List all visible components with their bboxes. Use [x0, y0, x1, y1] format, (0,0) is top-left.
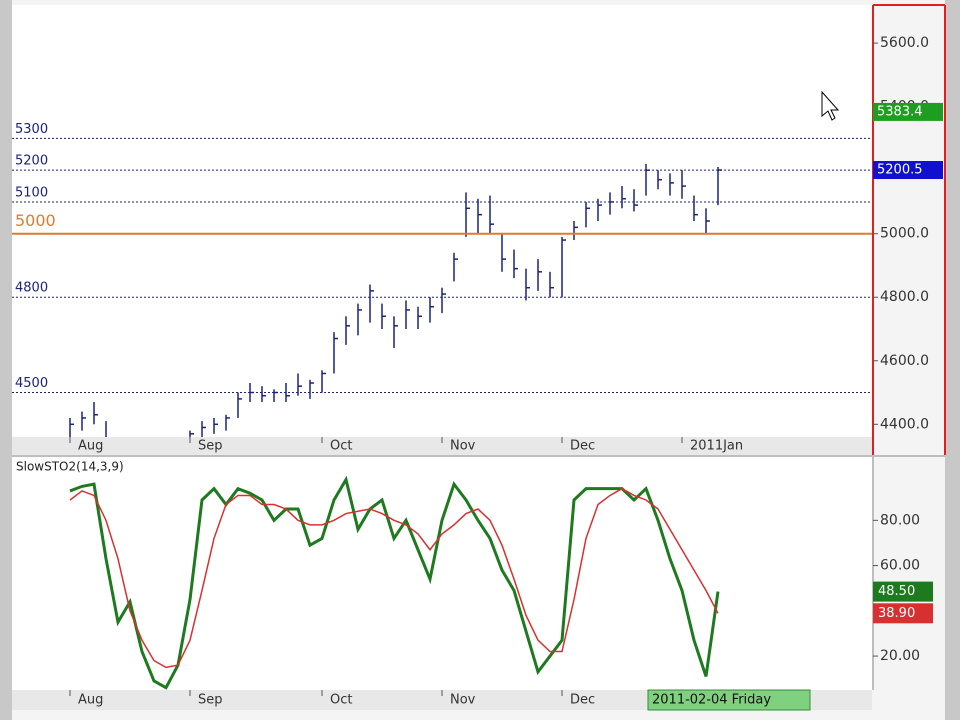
- x-tick-label: Dec: [570, 439, 595, 454]
- indicator-title: SlowSTO2(14,3,9): [16, 460, 124, 474]
- crosshair-date-box: [647, 689, 811, 711]
- crosshair-date: 2011-02-04 Friday: [652, 693, 771, 708]
- date-axis: [12, 437, 872, 455]
- x-tick-label: Aug: [78, 693, 103, 708]
- x-tick-label: Dec: [570, 693, 595, 708]
- y-tick-label: 5600.0: [880, 35, 929, 51]
- x-tick-label: Oct: [330, 693, 352, 708]
- value-tag: [873, 581, 933, 602]
- level-label: 5200: [15, 154, 48, 169]
- x-tick-label: Oct: [330, 439, 352, 454]
- y-tick-label: 5000.0: [880, 226, 929, 242]
- level-label: 5000: [15, 211, 56, 230]
- y-tick-label: 4800.0: [880, 289, 929, 305]
- price-tag-label: 5200.5: [877, 163, 923, 178]
- price-tag: [873, 161, 943, 180]
- level-label: 5100: [15, 185, 48, 200]
- level-label: 4500: [15, 376, 48, 391]
- x-tick-label: Sep: [198, 693, 223, 708]
- stochastic-panel: [12, 457, 872, 690]
- mouse-cursor: [821, 90, 840, 121]
- level-label: 4800: [15, 281, 48, 296]
- price-tag: [873, 102, 943, 121]
- x-tick-label: Sep: [198, 439, 223, 454]
- y-tick-label: 60.00: [880, 558, 920, 574]
- x-tick-label: 2011Jan: [690, 439, 743, 454]
- x-tick-label: Nov: [450, 439, 476, 454]
- x-tick-label: Aug: [78, 439, 103, 454]
- level-label: 5300: [15, 122, 48, 137]
- y-tick-label: 4400.0: [880, 416, 929, 432]
- value-tag-label: 48.50: [878, 584, 915, 599]
- y-tick-label: 20.00: [880, 648, 920, 664]
- indicator-line: [69, 487, 719, 669]
- x-tick-label: Nov: [450, 693, 476, 708]
- plot-area: [69, 163, 722, 437]
- price-tag-label: 5383.4: [877, 104, 923, 119]
- value-tag: [873, 603, 933, 624]
- price-panel: [12, 5, 872, 437]
- y-tick-label: 4600.0: [880, 353, 929, 369]
- plot-area: [69, 475, 720, 690]
- value-tag-label: 38.90: [878, 606, 915, 621]
- y-tick-label: 80.00: [880, 512, 920, 528]
